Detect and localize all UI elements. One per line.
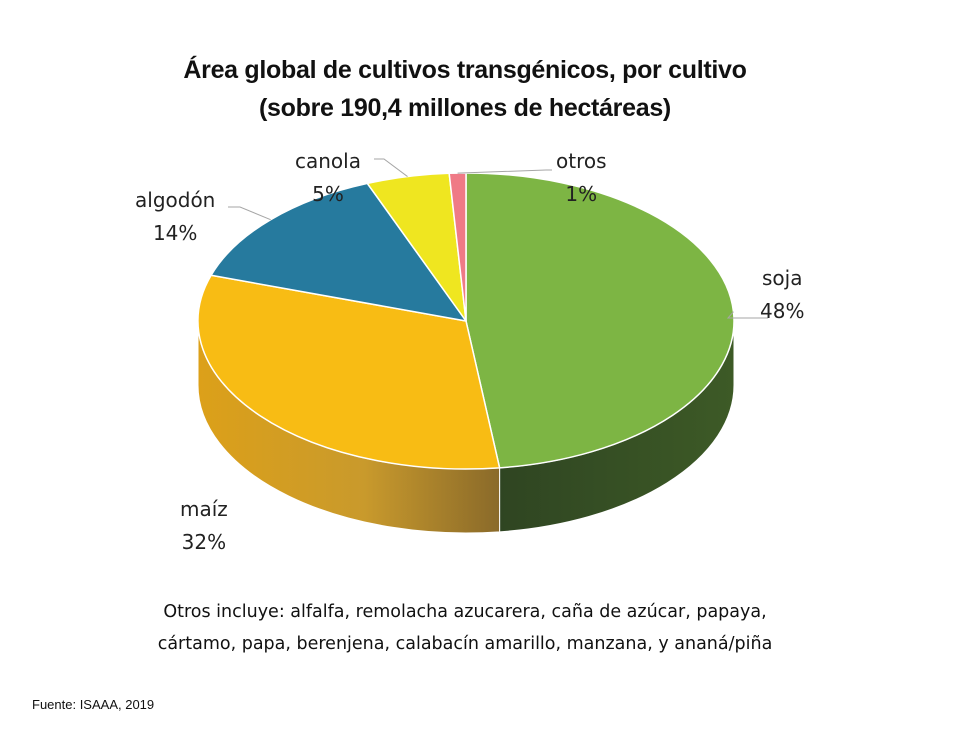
chart-title: Área global de cultivos transgénicos, po…	[183, 56, 747, 84]
note-line-1: Otros incluye: alfalfa, remolacha azucar…	[163, 602, 767, 622]
slice-label-soja: soja 48%	[760, 262, 804, 328]
slice-label-canola: canola 5%	[295, 145, 361, 211]
leader-line-algodon	[228, 206, 271, 221]
slice-name-algodon: algodón	[135, 188, 216, 212]
source-credit: Fuente: ISAAA, 2019	[32, 697, 155, 712]
note-line-2: cártamo, papa, berenjena, calabacín amar…	[157, 634, 773, 654]
slice-value-otros: 1%	[565, 182, 598, 206]
slice-label-otros: otros 1%	[556, 145, 607, 211]
slice-value-canola: 5%	[312, 182, 344, 206]
slice-value-algodon: 14%	[152, 221, 198, 245]
slice-name-otros: otros	[556, 149, 607, 173]
slice-label-maiz: maíz 32%	[180, 493, 228, 559]
leader-line-soja	[726, 311, 768, 319]
slice-label-algodon: algodón 14%	[135, 184, 215, 250]
slice-value-soja: 48%	[760, 299, 805, 323]
slice-name-soja: soja	[761, 266, 803, 290]
slice-name-canola: canola	[295, 149, 361, 173]
leader-line-canola	[374, 158, 408, 177]
slice-name-maiz: maíz	[180, 497, 228, 521]
slice-value-maiz: 32%	[181, 530, 227, 554]
pie-slice-algodon	[210, 182, 467, 322]
pie-slice-maiz	[197, 274, 501, 470]
chart-subtitle: (sobre 190,4 millones de hectáreas)	[259, 94, 671, 122]
leader-line-otros	[457, 169, 552, 174]
